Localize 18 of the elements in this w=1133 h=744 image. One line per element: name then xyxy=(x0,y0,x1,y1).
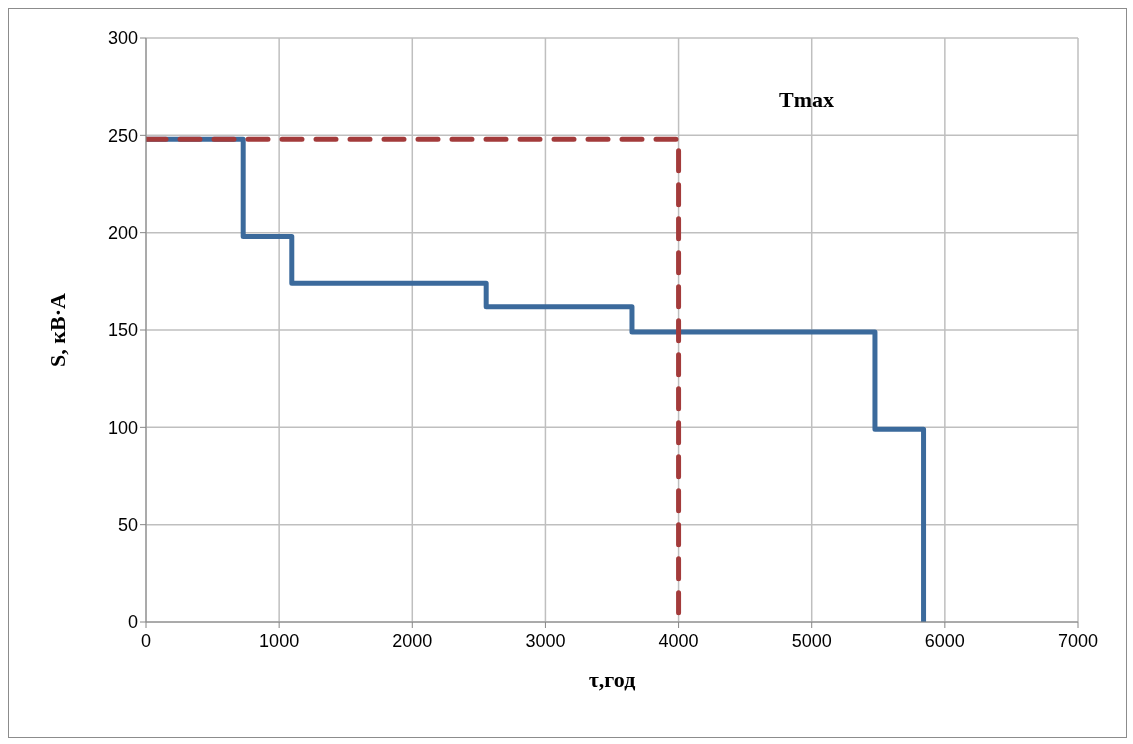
y-tick-label: 0 xyxy=(127,612,138,633)
x-tick-label: 7000 xyxy=(1057,630,1099,651)
x-tick-label: 3000 xyxy=(525,630,566,651)
y-tick-label: 150 xyxy=(107,320,138,341)
y-tick-label: 300 xyxy=(107,28,138,49)
x-tick-label: 5000 xyxy=(791,630,832,651)
y-axis-title: S, кВ·А xyxy=(44,292,70,367)
x-tick-label: 2000 xyxy=(392,630,433,651)
x-axis-title: τ,год xyxy=(588,667,636,692)
x-tick-label: 1000 xyxy=(259,630,300,651)
x-tick-label: 6000 xyxy=(924,630,965,651)
y-tick-label: 50 xyxy=(117,515,138,536)
y-tick-label: 100 xyxy=(107,417,138,438)
x-tick-label: 4000 xyxy=(658,630,699,651)
y-tick-label: 250 xyxy=(107,125,138,146)
annotation: Tmax xyxy=(779,87,834,113)
x-tick-label: 0 xyxy=(140,630,152,651)
y-tick-label: 200 xyxy=(107,223,138,244)
